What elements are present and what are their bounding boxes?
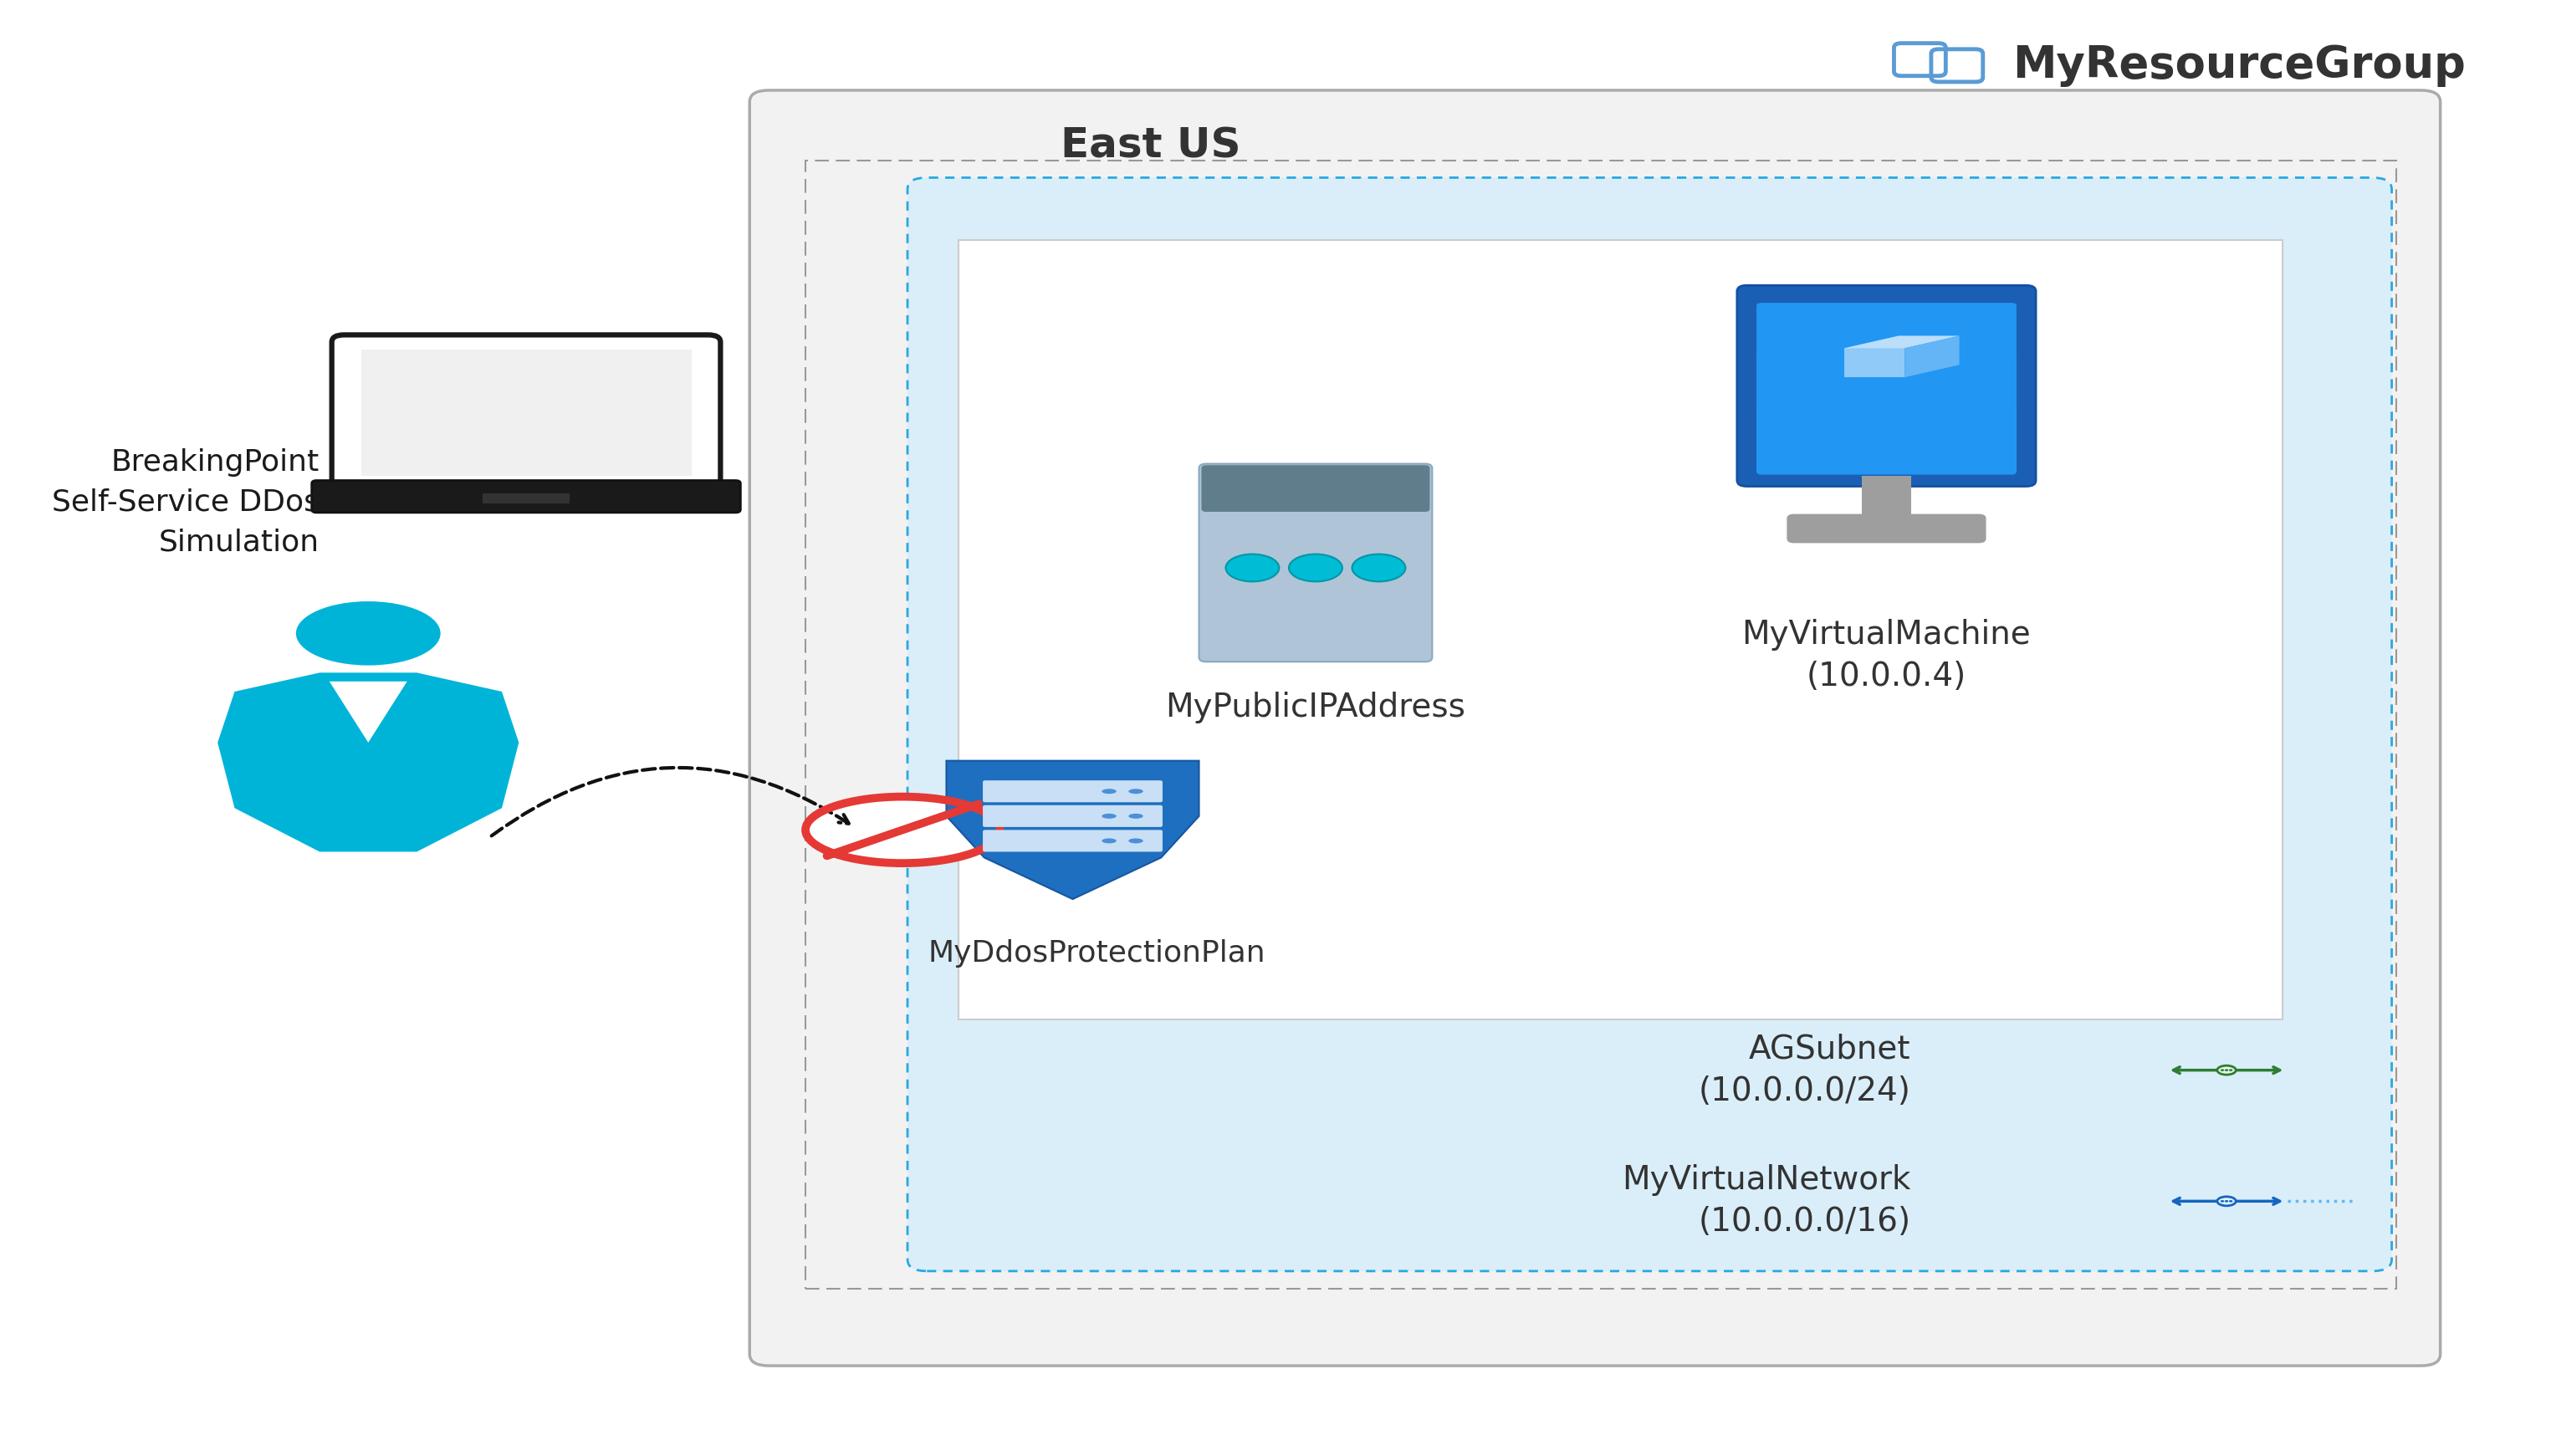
FancyBboxPatch shape	[1199, 463, 1431, 661]
Text: MyResourceGroup: MyResourceGroup	[2013, 44, 2467, 87]
Ellipse shape	[2217, 1066, 2235, 1075]
Ellipse shape	[1102, 814, 1117, 818]
Bar	[806, 160, 2395, 1289]
Text: East US: East US	[1061, 125, 1240, 166]
FancyBboxPatch shape	[1737, 285, 2036, 486]
Polygon shape	[946, 760, 1199, 898]
Text: BreakingPoint
Self-Service DDos
Simulation: BreakingPoint Self-Service DDos Simulati…	[51, 448, 319, 556]
Ellipse shape	[2217, 1197, 2235, 1206]
Polygon shape	[1906, 336, 1959, 377]
Ellipse shape	[2219, 1200, 2224, 1203]
Ellipse shape	[2230, 1200, 2232, 1203]
FancyBboxPatch shape	[1758, 354, 2015, 473]
Ellipse shape	[806, 796, 1000, 863]
FancyBboxPatch shape	[1202, 464, 1429, 513]
Ellipse shape	[2230, 1069, 2232, 1072]
Ellipse shape	[2224, 1069, 2230, 1072]
FancyBboxPatch shape	[1758, 303, 2015, 475]
Ellipse shape	[1352, 555, 1406, 581]
Ellipse shape	[296, 601, 441, 665]
Polygon shape	[329, 681, 408, 743]
Bar	[360, 349, 691, 476]
Ellipse shape	[1128, 839, 1143, 843]
Polygon shape	[217, 673, 518, 852]
FancyBboxPatch shape	[332, 335, 719, 495]
FancyBboxPatch shape	[982, 780, 1163, 802]
FancyBboxPatch shape	[1786, 514, 1987, 543]
Text: AGSubnet
(10.0.0.0/24): AGSubnet (10.0.0.0/24)	[1699, 1034, 1911, 1107]
Text: MyVirtualMachine
(10.0.0.4): MyVirtualMachine (10.0.0.4)	[1742, 619, 2031, 693]
Polygon shape	[1844, 336, 1959, 348]
Bar	[959, 240, 2283, 1019]
Text: MyDdosProtectionPlan: MyDdosProtectionPlan	[929, 939, 1265, 968]
FancyBboxPatch shape	[982, 830, 1163, 852]
Ellipse shape	[1128, 789, 1143, 794]
Text: MyVirtualNetwork
(10.0.0.0/16): MyVirtualNetwork (10.0.0.0/16)	[1622, 1165, 1911, 1238]
FancyBboxPatch shape	[750, 90, 2441, 1366]
Ellipse shape	[1128, 814, 1143, 818]
Text: MyPublicIPAddress: MyPublicIPAddress	[1166, 692, 1467, 724]
Bar	[1862, 476, 1911, 524]
Bar	[482, 494, 569, 504]
Bar	[1209, 469, 1423, 510]
Ellipse shape	[2224, 1200, 2230, 1203]
Polygon shape	[1844, 348, 1906, 377]
Ellipse shape	[2219, 1069, 2224, 1072]
Ellipse shape	[1102, 789, 1117, 794]
Ellipse shape	[1224, 555, 1278, 581]
FancyBboxPatch shape	[982, 805, 1163, 827]
FancyBboxPatch shape	[908, 178, 2393, 1271]
Ellipse shape	[1102, 839, 1117, 843]
FancyBboxPatch shape	[311, 480, 740, 513]
FancyBboxPatch shape	[1758, 405, 2015, 472]
Ellipse shape	[1288, 555, 1342, 581]
